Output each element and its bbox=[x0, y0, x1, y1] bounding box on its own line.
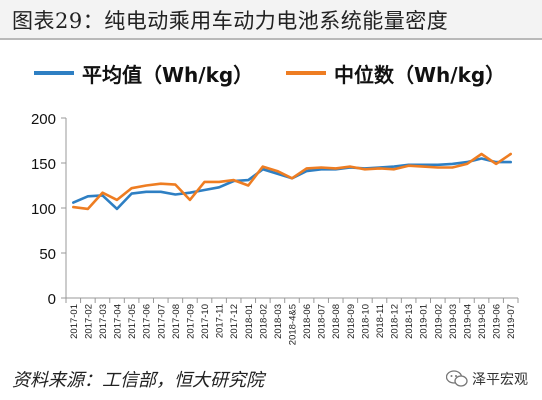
x-tick-label: 2018-13 bbox=[404, 304, 415, 339]
x-tick-label: 2018-07 bbox=[317, 304, 328, 339]
series-line-median bbox=[72, 152, 513, 211]
x-tick-label: 2017-01 bbox=[69, 304, 80, 339]
y-tick-label: 200 bbox=[31, 111, 56, 128]
legend-label-median: 中位数（Wh/kg） bbox=[334, 63, 506, 87]
watermark-text: 泽平宏观 bbox=[472, 372, 528, 388]
legend-label-mean: 平均值（Wh/kg） bbox=[82, 63, 254, 87]
x-tick-label: 2017-09 bbox=[185, 304, 196, 339]
x-tick-label: 2017-11 bbox=[215, 304, 226, 338]
x-tick-label: 2018-10 bbox=[360, 304, 371, 339]
x-tick-label: 2018-01 bbox=[244, 304, 255, 339]
x-tick-label: 2018-08 bbox=[331, 304, 342, 339]
legend-swatch-mean bbox=[34, 71, 74, 75]
legend: 平均值（Wh/kg） 中位数（Wh/kg） bbox=[0, 56, 542, 90]
y-tick-label: 0 bbox=[48, 291, 56, 308]
x-tick-label: 2017-06 bbox=[142, 304, 153, 339]
y-tick-label: 150 bbox=[31, 156, 56, 173]
series-line-mean bbox=[72, 157, 513, 211]
x-tick-label: 2017-02 bbox=[83, 304, 94, 339]
y-tick-label: 100 bbox=[31, 201, 56, 218]
x-tick-label: 2019-06 bbox=[492, 304, 503, 339]
x-tick-label: 2018-03 bbox=[273, 304, 284, 339]
x-tick-label: 2018-4&5 bbox=[288, 304, 299, 345]
x-tick-label: 2019-04 bbox=[462, 304, 473, 339]
figure-title: 图表29：纯电动乘用车动力电池系统能量密度 bbox=[12, 9, 449, 33]
x-tick-label: 2019-05 bbox=[477, 304, 488, 339]
x-tick-label: 2019-01 bbox=[419, 304, 430, 339]
x-tick-label: 2017-05 bbox=[127, 304, 138, 339]
y-tick-label: 50 bbox=[39, 246, 56, 263]
x-tick-label: 2017-10 bbox=[200, 304, 211, 339]
x-tick-label: 2018-12 bbox=[390, 304, 401, 339]
x-tick-label: 2018-06 bbox=[302, 304, 313, 339]
legend-swatch-median bbox=[286, 71, 326, 75]
x-tick-label: 2017-04 bbox=[113, 304, 124, 339]
wechat-icon bbox=[446, 370, 468, 387]
title-bar: 图表29：纯电动乘用车动力电池系统能量密度 bbox=[0, 0, 542, 40]
x-tick-label: 2018-11 bbox=[375, 304, 386, 338]
x-tick-label: 2019-03 bbox=[448, 304, 459, 339]
source-note: 资料来源：工信部，恒大研究院 bbox=[12, 370, 264, 391]
x-tick-label: 2017-08 bbox=[171, 304, 182, 339]
x-tick-label: 2017-07 bbox=[156, 304, 167, 339]
x-tick-label: 2017-03 bbox=[98, 304, 109, 339]
x-tick-label: 2019-07 bbox=[506, 304, 517, 339]
x-tick-label: 2017-12 bbox=[229, 304, 240, 339]
x-tick-label: 2019-02 bbox=[433, 304, 444, 339]
line-chart: 0 50 100 150 200 2017-01 2017-02 2017-03 2017-04… bbox=[31, 111, 519, 345]
x-tick-label: 2018-02 bbox=[258, 304, 269, 339]
x-tick-label: 2018-09 bbox=[346, 304, 357, 339]
